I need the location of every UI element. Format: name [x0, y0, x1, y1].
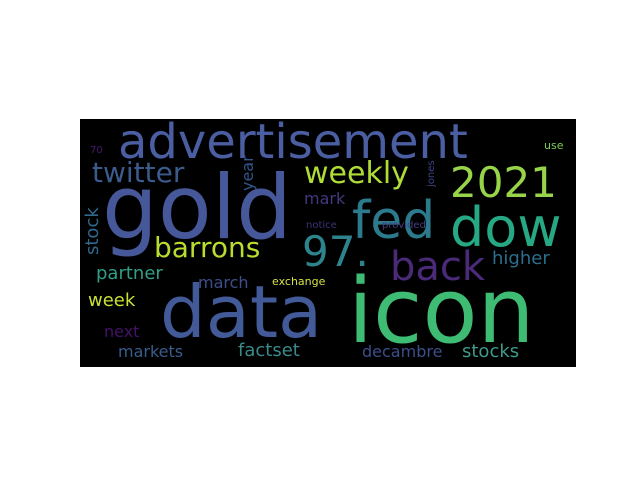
word-data: data [160, 270, 323, 354]
word-advertisement: advertisement [118, 119, 468, 170]
word-weekly: weekly [304, 156, 409, 191]
word-week: week [88, 290, 136, 311]
word-gold: gold [102, 156, 293, 259]
word-stocks: stocks [462, 341, 520, 362]
word-icon: icon [348, 259, 535, 364]
word-barrons: barrons [154, 231, 261, 264]
word-97: 97. [302, 227, 369, 276]
word-year: year [238, 155, 257, 191]
word-dow: dow [450, 196, 562, 259]
word-back: back [390, 244, 486, 290]
word-notice: notice [306, 220, 337, 231]
word-70: 70 [90, 145, 103, 156]
word-partner: partner [96, 263, 163, 284]
word-stock: stock [82, 207, 103, 255]
word-exchange: exchange [272, 275, 326, 288]
word-markets: markets [118, 342, 184, 361]
word-2021: 2021 [450, 158, 557, 207]
word-factset: factset [238, 340, 300, 361]
word-decambre: decambre [362, 342, 443, 361]
word-mark: mark [304, 189, 346, 208]
word-jones: jones [426, 160, 437, 187]
word-fed: fed [352, 191, 436, 251]
word-twitter: twitter [92, 156, 185, 189]
word-cloud: advertisement gold icon data fed dow 202… [80, 119, 576, 367]
word-higher: higher [492, 248, 550, 269]
word-use: use [544, 139, 564, 152]
word-march: march [198, 273, 249, 292]
word-provided: provided [382, 220, 426, 231]
word-next: next [104, 322, 140, 341]
